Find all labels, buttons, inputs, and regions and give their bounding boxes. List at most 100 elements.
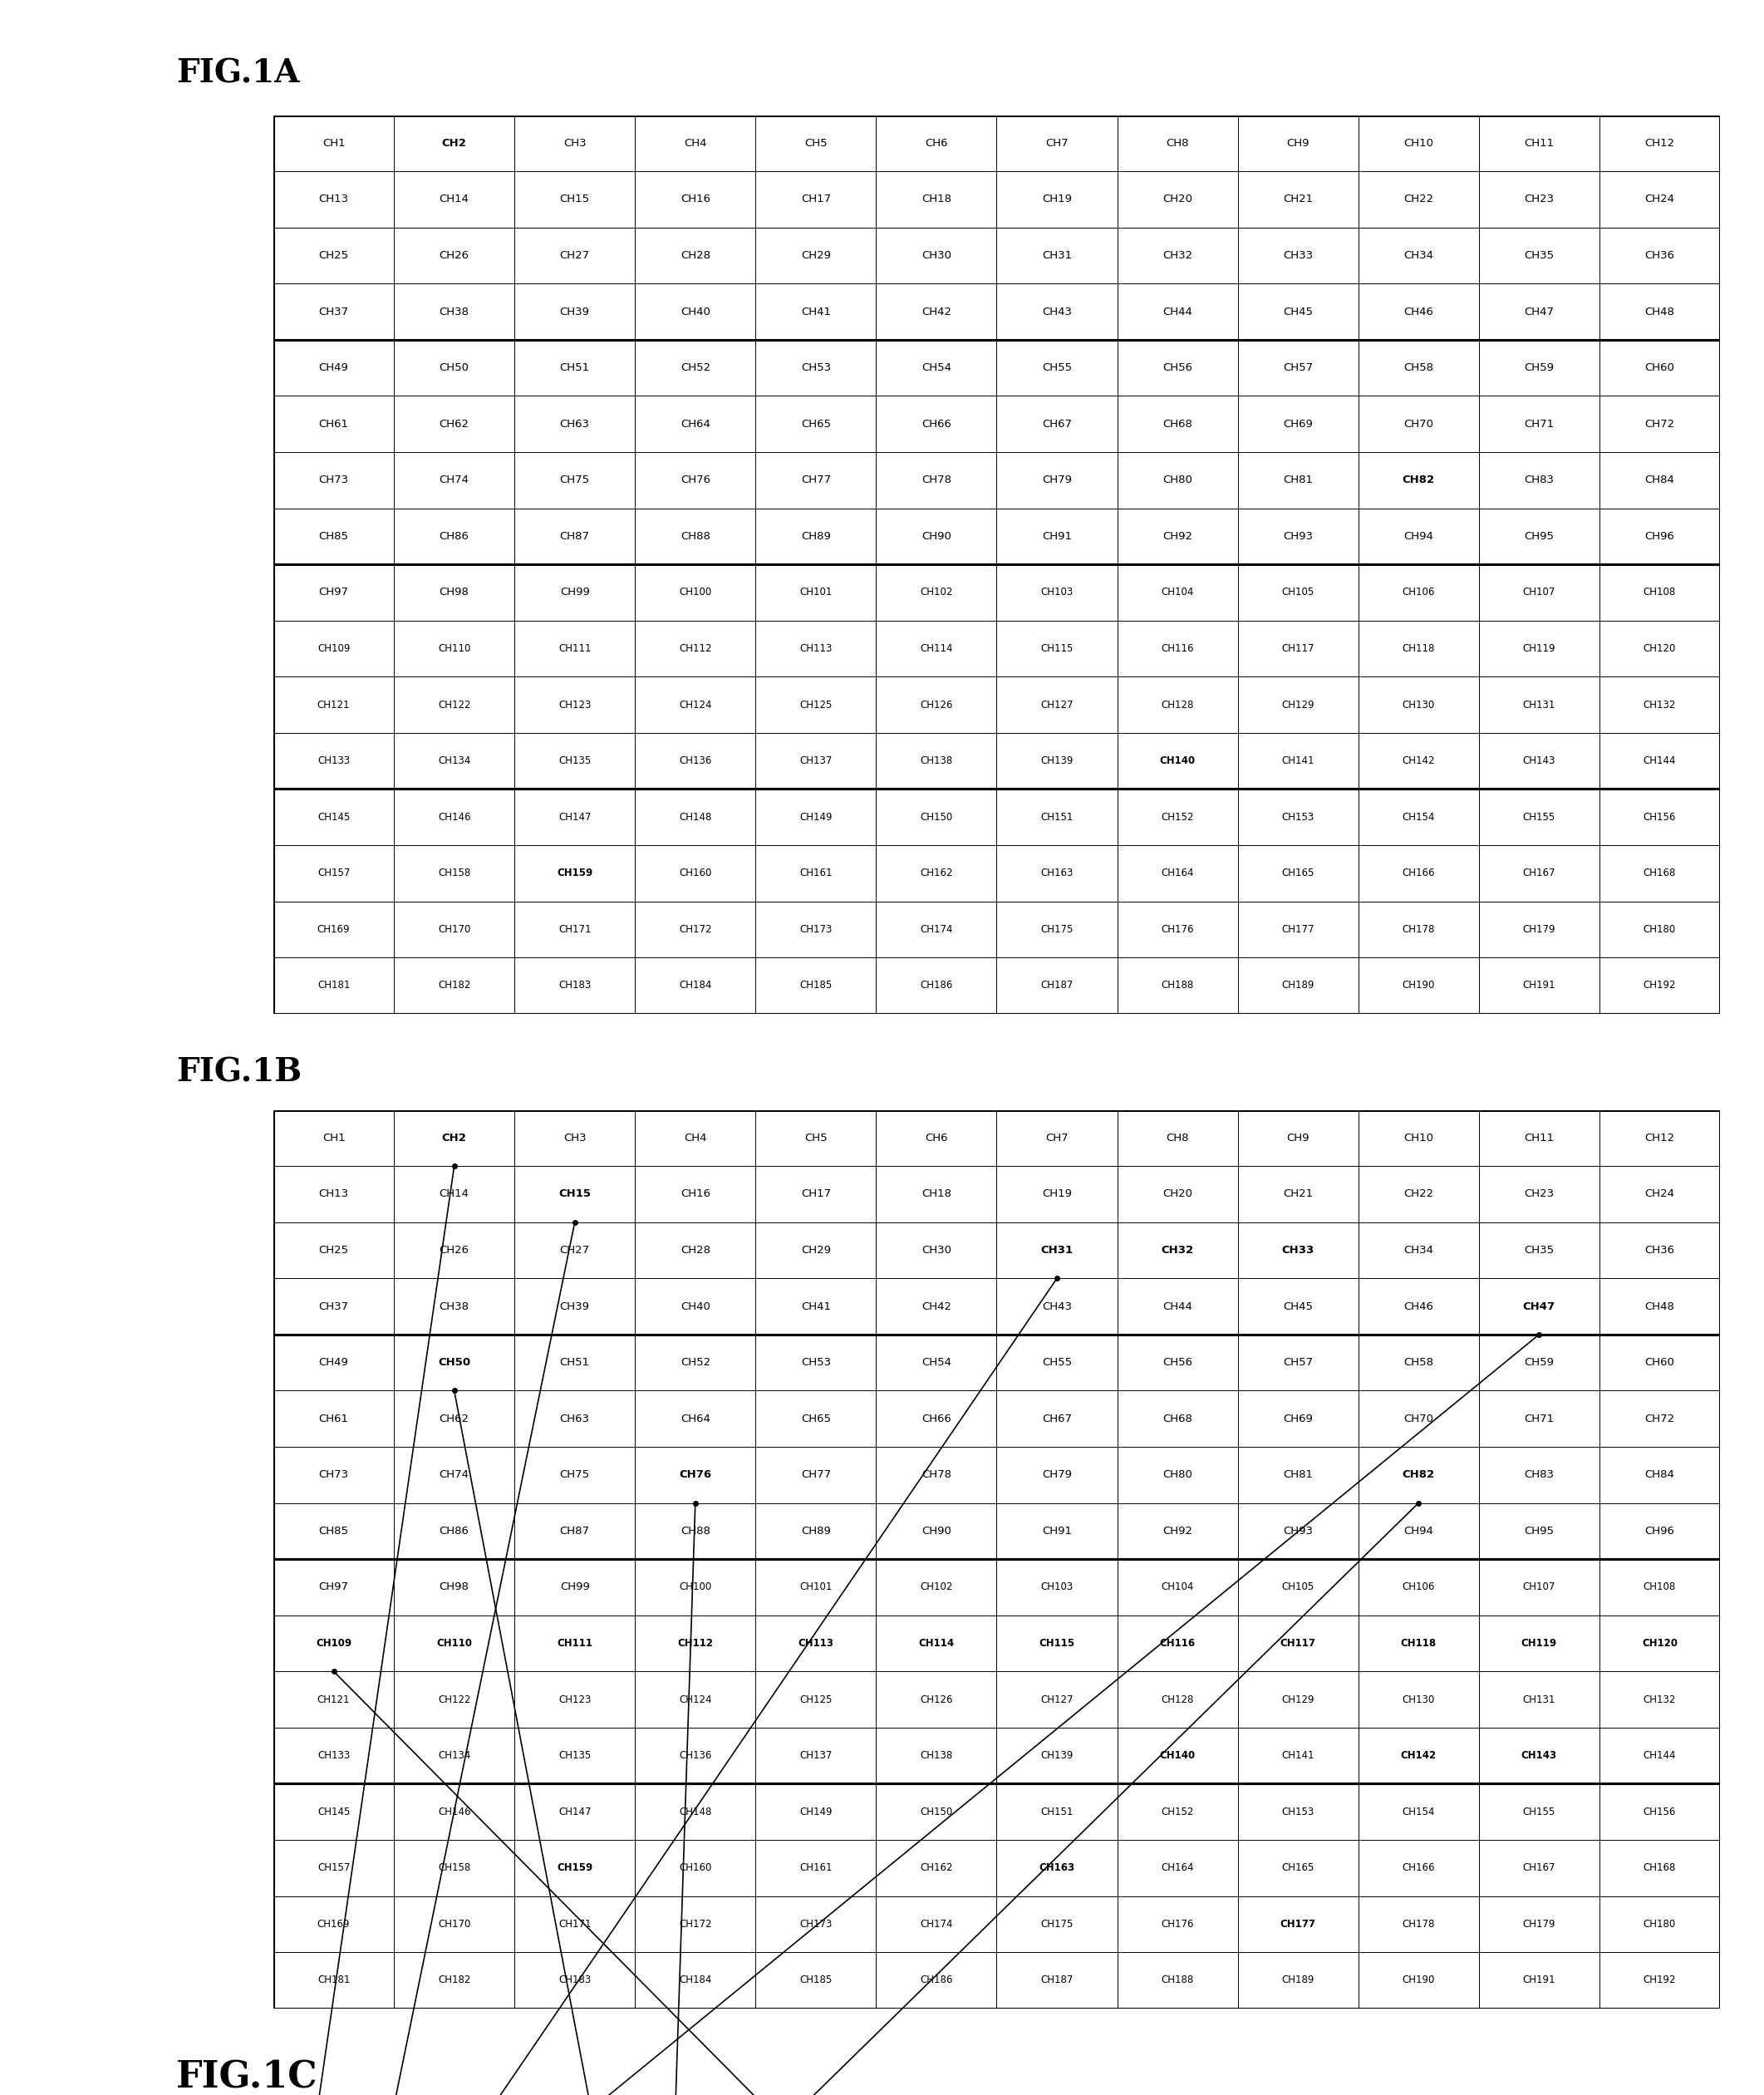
Bar <box>1238 733 1358 790</box>
Bar <box>273 1672 393 1728</box>
Text: CH7: CH7 <box>1046 138 1069 149</box>
Bar <box>1117 453 1238 509</box>
Text: CH66: CH66 <box>921 419 951 429</box>
Bar <box>393 790 515 844</box>
Bar <box>1600 1110 1720 1167</box>
Text: CH94: CH94 <box>1404 1525 1434 1536</box>
Bar <box>877 1559 997 1615</box>
Text: CH58: CH58 <box>1404 362 1434 373</box>
Text: CH112: CH112 <box>677 1638 713 1649</box>
Bar <box>877 1502 997 1559</box>
Bar <box>1478 283 1600 339</box>
Bar <box>393 1896 515 1953</box>
Text: CH142: CH142 <box>1401 1749 1436 1762</box>
Bar <box>1117 1110 1238 1167</box>
Text: CH3: CH3 <box>563 138 586 149</box>
Text: CH83: CH83 <box>1524 476 1554 486</box>
Bar <box>1117 620 1238 677</box>
Bar <box>635 1335 755 1391</box>
Bar <box>755 733 877 790</box>
Bar <box>1238 339 1358 396</box>
Text: CH70: CH70 <box>1404 419 1434 429</box>
Text: CH84: CH84 <box>1644 1469 1674 1481</box>
Bar <box>635 1448 755 1502</box>
Bar <box>635 396 755 453</box>
Text: CH145: CH145 <box>318 811 349 823</box>
Text: CH59: CH59 <box>1524 362 1554 373</box>
Text: CH62: CH62 <box>439 1414 469 1425</box>
Bar <box>393 1335 515 1391</box>
Bar <box>1358 1559 1478 1615</box>
Bar <box>1600 1728 1720 1783</box>
Text: CH161: CH161 <box>799 867 833 878</box>
Bar <box>515 1391 635 1448</box>
Text: CH175: CH175 <box>1041 924 1073 934</box>
Text: CH130: CH130 <box>1402 700 1434 710</box>
Text: CH18: CH18 <box>921 1188 951 1200</box>
Text: CH69: CH69 <box>1282 1414 1312 1425</box>
Bar <box>393 733 515 790</box>
Text: CH134: CH134 <box>437 756 471 767</box>
Bar <box>1478 1615 1600 1672</box>
Text: CH53: CH53 <box>801 1358 831 1368</box>
Text: CH57: CH57 <box>1282 1358 1312 1368</box>
Bar <box>1117 1391 1238 1448</box>
Text: CH71: CH71 <box>1524 419 1554 429</box>
Text: CH145: CH145 <box>318 1806 349 1816</box>
Bar <box>515 790 635 844</box>
Bar <box>1238 1221 1358 1278</box>
Text: CH10: CH10 <box>1404 1133 1434 1144</box>
Bar <box>1358 172 1478 228</box>
Text: CH108: CH108 <box>1644 587 1676 597</box>
Bar <box>755 957 877 1014</box>
Bar <box>997 901 1117 957</box>
Bar <box>1358 115 1478 172</box>
Text: CH144: CH144 <box>1644 1749 1676 1762</box>
Bar <box>1117 339 1238 396</box>
Text: CH15: CH15 <box>559 1188 591 1200</box>
Text: CH21: CH21 <box>1282 1188 1312 1200</box>
Bar <box>1600 1221 1720 1278</box>
Bar <box>1238 396 1358 453</box>
Text: CH12: CH12 <box>1644 1133 1674 1144</box>
Text: CH20: CH20 <box>1162 195 1192 205</box>
Bar <box>273 1953 393 2009</box>
Text: CH6: CH6 <box>924 138 947 149</box>
Text: CH177: CH177 <box>1282 924 1314 934</box>
Text: CH8: CH8 <box>1166 1133 1189 1144</box>
Bar <box>1117 1221 1238 1278</box>
Bar <box>1600 957 1720 1014</box>
Bar <box>1600 564 1720 620</box>
Text: CH29: CH29 <box>801 249 831 262</box>
Text: CH61: CH61 <box>319 1414 349 1425</box>
Bar <box>1358 509 1478 564</box>
Text: CH48: CH48 <box>1644 1301 1674 1311</box>
Bar <box>1358 901 1478 957</box>
Text: CH125: CH125 <box>799 700 833 710</box>
Bar <box>515 172 635 228</box>
Bar <box>1600 115 1720 172</box>
Text: CH68: CH68 <box>1162 419 1192 429</box>
Text: CH73: CH73 <box>319 1469 349 1481</box>
Bar <box>1358 1839 1478 1896</box>
Text: CH182: CH182 <box>437 1976 471 1986</box>
Text: CH183: CH183 <box>559 980 591 991</box>
Bar <box>635 733 755 790</box>
Bar <box>1358 1953 1478 2009</box>
Text: CH186: CH186 <box>921 1976 953 1986</box>
Bar <box>515 1502 635 1559</box>
Text: CH155: CH155 <box>1522 1806 1556 1816</box>
Text: CH101: CH101 <box>799 1582 833 1592</box>
Bar <box>755 1448 877 1502</box>
Bar <box>393 453 515 509</box>
Text: CH117: CH117 <box>1282 643 1314 654</box>
Text: CH76: CH76 <box>681 476 711 486</box>
Text: CH152: CH152 <box>1161 811 1194 823</box>
Bar <box>1117 1728 1238 1783</box>
Bar <box>1117 677 1238 733</box>
Text: CH159: CH159 <box>557 867 593 878</box>
Bar <box>1478 1167 1600 1221</box>
Text: CH157: CH157 <box>318 1862 349 1873</box>
Text: CH126: CH126 <box>921 700 953 710</box>
Bar <box>997 1502 1117 1559</box>
